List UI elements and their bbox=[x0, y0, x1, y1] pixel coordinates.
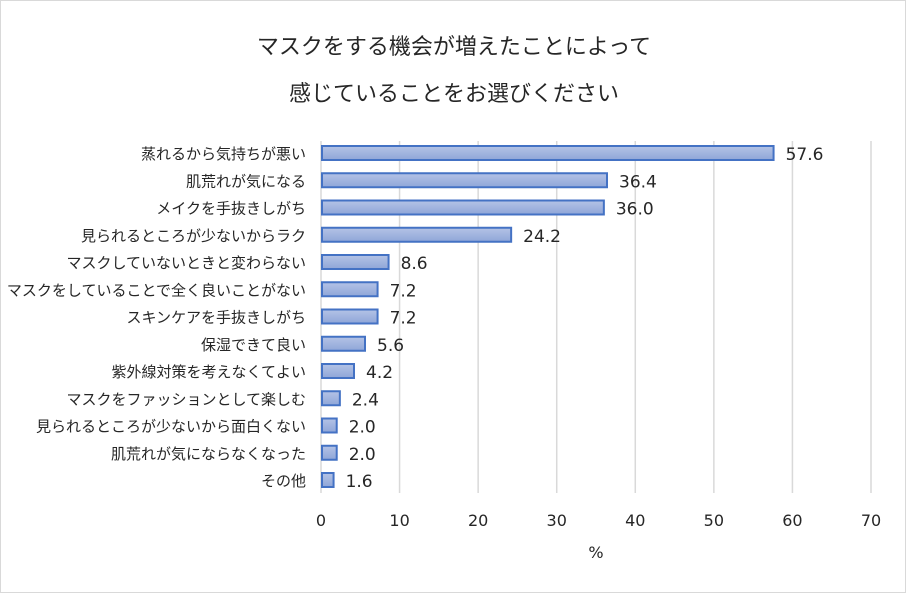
data-label: 4.2 bbox=[366, 363, 393, 383]
data-label: 7.2 bbox=[390, 281, 417, 301]
x-tick-label: 0 bbox=[316, 511, 326, 530]
data-label: 5.6 bbox=[377, 336, 404, 356]
bar bbox=[321, 335, 366, 352]
bar bbox=[321, 472, 335, 488]
x-tick-label: 30 bbox=[547, 511, 567, 530]
bar bbox=[321, 444, 338, 461]
bar bbox=[321, 254, 390, 270]
bar bbox=[321, 145, 775, 161]
x-tick-label: 40 bbox=[625, 511, 645, 530]
bar bbox=[321, 390, 341, 407]
x-tick-label: 20 bbox=[468, 511, 488, 530]
bar bbox=[321, 199, 605, 216]
category-label: マスクをファッションとして楽しむ bbox=[66, 390, 306, 408]
data-label: 36.4 bbox=[619, 172, 657, 192]
category-label: マスクをしていることで全く良いことがない bbox=[7, 281, 306, 299]
category-label: 見られるところが少ないから面白くない bbox=[36, 418, 306, 436]
data-label: 8.6 bbox=[401, 254, 428, 274]
data-label: 2.4 bbox=[352, 390, 379, 410]
bar bbox=[321, 172, 608, 189]
x-tick-label: 10 bbox=[389, 511, 409, 530]
data-label: 1.6 bbox=[346, 472, 373, 492]
bar bbox=[321, 417, 338, 434]
bar bbox=[321, 226, 513, 243]
data-label: 2.0 bbox=[349, 445, 376, 465]
category-label: 見られるところが少ないからラク bbox=[81, 227, 306, 245]
bar bbox=[321, 308, 379, 325]
x-tick-label: 70 bbox=[861, 511, 881, 530]
category-label: 保湿できて良い bbox=[201, 336, 306, 354]
x-tick-label: 50 bbox=[704, 511, 724, 530]
category-label: 肌荒れが気にならなくなった bbox=[111, 445, 306, 463]
chart-title-line-2: 感じていることをお選びください bbox=[289, 82, 619, 107]
x-tick-label: 60 bbox=[782, 511, 802, 530]
data-label: 36.0 bbox=[616, 200, 654, 220]
data-label: 57.6 bbox=[786, 145, 824, 165]
bar bbox=[321, 281, 379, 298]
category-label: 肌荒れが気になる bbox=[186, 172, 306, 190]
data-label: 24.2 bbox=[523, 227, 561, 247]
chart-title-line-1: マスクをする機会が増えたことによって bbox=[257, 35, 651, 60]
category-label: 蒸れるから気持ちが悪い bbox=[141, 145, 306, 163]
x-axis-label: % bbox=[588, 543, 603, 562]
data-label: 2.0 bbox=[349, 418, 376, 438]
category-label: その他 bbox=[261, 472, 306, 490]
category-label: マスクしていないときと変わらない bbox=[66, 254, 306, 272]
category-label: スキンケアを手抜きしがち bbox=[126, 309, 306, 327]
data-label: 7.2 bbox=[390, 309, 417, 329]
category-label: メイクを手抜きしがち bbox=[156, 200, 306, 218]
category-label: 紫外線対策を考えなくてよい bbox=[111, 363, 306, 381]
bar bbox=[321, 363, 355, 379]
